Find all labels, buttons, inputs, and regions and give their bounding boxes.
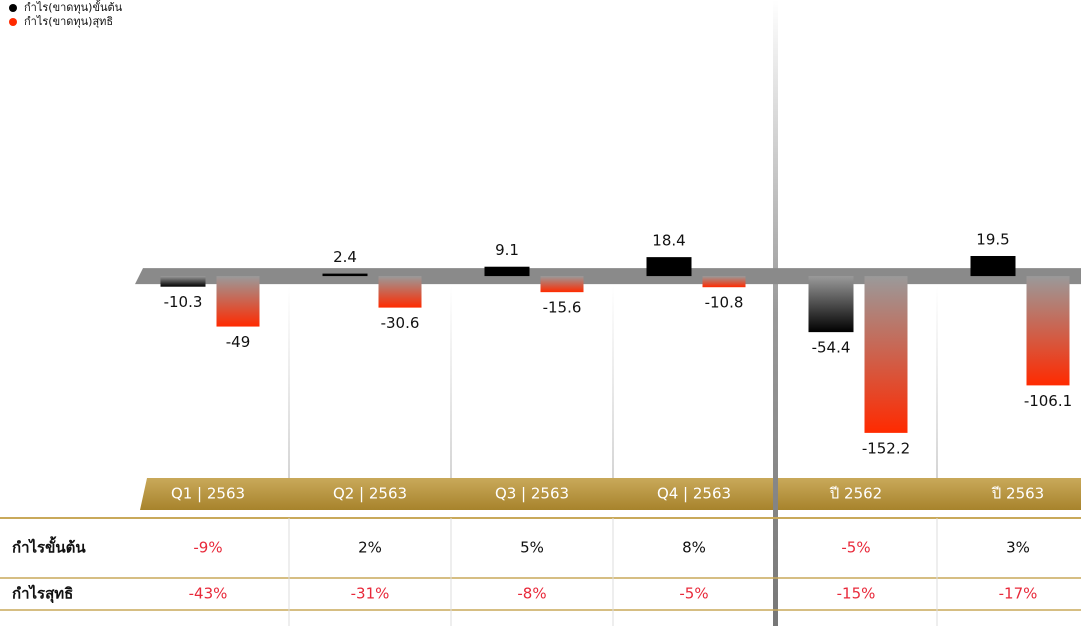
column-divider — [450, 286, 452, 478]
value-label: -49 — [226, 333, 251, 351]
bar — [646, 257, 692, 277]
bar — [160, 276, 206, 287]
value-label: 18.4 — [652, 232, 685, 250]
table-cell: 2% — [358, 539, 382, 557]
table-cell: -17% — [999, 585, 1038, 603]
bar — [1026, 276, 1070, 386]
bar — [702, 276, 746, 288]
value-label: -10.8 — [705, 294, 744, 312]
table-cell: -9% — [193, 539, 222, 557]
legend-marker — [9, 18, 17, 26]
category-band — [140, 478, 1081, 510]
bar — [864, 276, 908, 433]
value-label: 9.1 — [495, 241, 519, 259]
category-label: Q2 | 2563 — [333, 485, 407, 503]
value-label: -106.1 — [1024, 392, 1072, 410]
table-cell: 5% — [520, 539, 544, 557]
category-label: Q4 | 2563 — [657, 485, 731, 503]
value-label: -54.4 — [812, 339, 851, 357]
value-label: -15.6 — [543, 299, 582, 317]
column-divider — [288, 286, 290, 478]
category-label: Q3 | 2563 — [495, 485, 569, 503]
column-divider — [612, 518, 614, 626]
column-divider — [612, 286, 614, 478]
column-divider — [288, 518, 290, 626]
bar — [540, 276, 584, 293]
legend-label: กำไร(ขาดทุน)สุทธิ — [24, 15, 113, 28]
category-label: ปี 2562 — [829, 485, 882, 503]
table-cell: -43% — [189, 585, 228, 603]
table-cell: 8% — [682, 539, 706, 557]
category-label: ปี 2563 — [991, 485, 1044, 503]
divider — [773, 0, 778, 626]
table-cell: -31% — [351, 585, 390, 603]
bar — [378, 276, 422, 308]
bar — [808, 276, 854, 333]
table-cell: -15% — [837, 585, 876, 603]
row-label: กำไรขั้นต้น — [12, 536, 86, 557]
bar — [322, 273, 368, 277]
category-label: Q1 | 2563 — [171, 485, 245, 503]
bar — [484, 266, 530, 277]
bar — [216, 276, 260, 327]
legend-marker — [9, 4, 17, 12]
value-label: 2.4 — [333, 248, 357, 266]
bar — [970, 255, 1016, 277]
column-divider — [936, 286, 938, 478]
value-label: -10.3 — [164, 293, 203, 311]
row-label: กำไรสุทธิ — [12, 584, 73, 604]
table-cell: 3% — [1006, 539, 1030, 557]
value-label: -152.2 — [862, 439, 910, 457]
zero-line — [135, 268, 1081, 285]
column-divider — [936, 518, 938, 626]
table-cell: -8% — [517, 585, 546, 603]
table-cell: -5% — [679, 585, 708, 603]
table-cell: -5% — [841, 539, 870, 557]
value-label: -30.6 — [381, 314, 420, 332]
column-divider — [450, 518, 452, 626]
value-label: 19.5 — [976, 230, 1009, 248]
legend-label: กำไร(ขาดทุน)ขั้นต้น — [24, 0, 123, 14]
